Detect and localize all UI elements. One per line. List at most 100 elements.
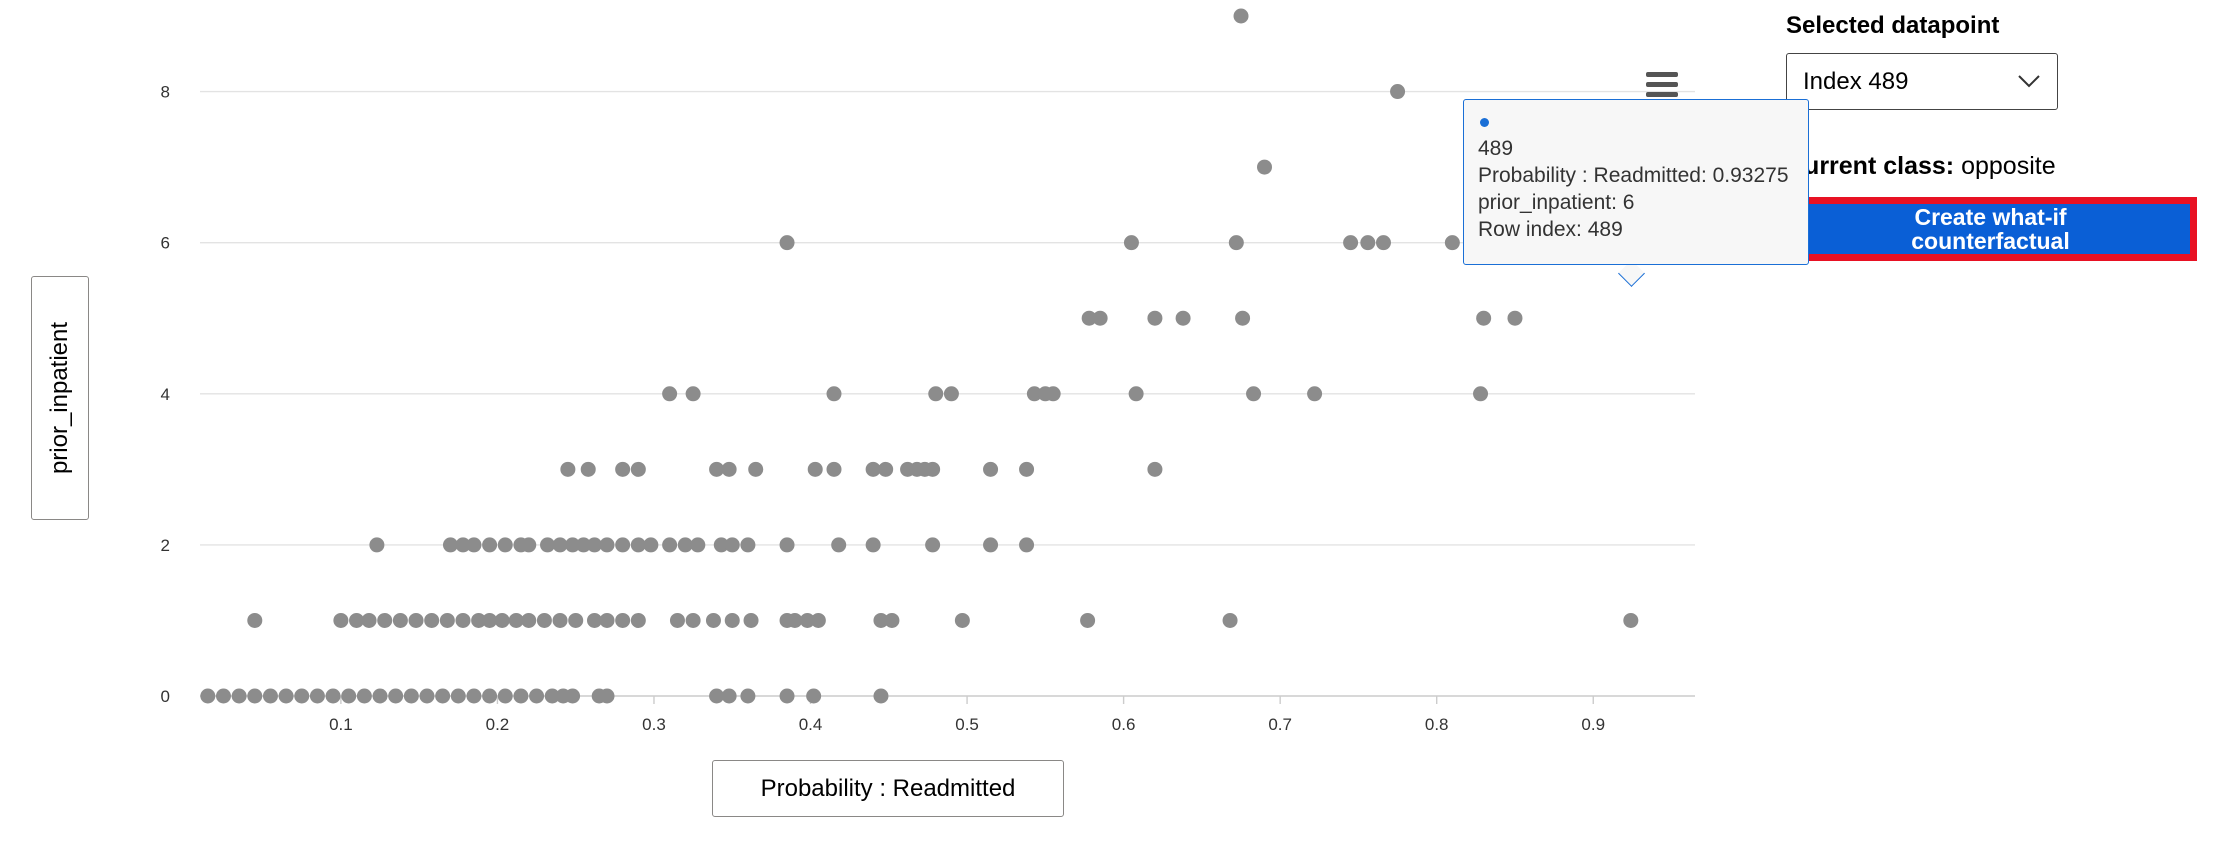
x-axis-selector-button[interactable]: Probability : Readmitted (712, 760, 1064, 817)
data-point (586, 537, 602, 553)
data-point (1257, 159, 1273, 175)
data-point (709, 688, 725, 704)
data-point (521, 612, 537, 628)
x-tick-label: 0.1 (329, 715, 353, 734)
data-point (779, 235, 795, 251)
data-point (349, 612, 365, 628)
tooltip-probability: Probability : Readmitted: 0.93275 (1478, 164, 1789, 187)
scatter-chart: 0 2 4 6 8 0.1 0.2 0.3 0.4 0.5 0.6 0.7 0.8 0.9 prior_… (31, 8, 1695, 817)
data-point (1473, 386, 1489, 402)
data-point (615, 612, 631, 628)
data-point (928, 386, 944, 402)
data-point (1128, 386, 1144, 402)
data-point (540, 537, 556, 553)
data-point (983, 461, 999, 477)
x-tick-label: 0.4 (799, 715, 823, 734)
data-point (529, 688, 545, 704)
series-marker-icon (1480, 118, 1489, 127)
data-point (873, 688, 889, 704)
data-point (599, 688, 615, 704)
data-point (884, 612, 900, 628)
data-point (1081, 310, 1097, 326)
data-point (630, 461, 646, 477)
selected-datapoint-label: Selected datapoint (1786, 12, 2000, 39)
data-point (748, 461, 764, 477)
data-point (576, 537, 592, 553)
data-point (599, 612, 615, 628)
data-point (705, 612, 721, 628)
data-point (482, 688, 498, 704)
data-point (1360, 235, 1376, 251)
data-point (1390, 84, 1406, 100)
data-point (586, 612, 602, 628)
data-point (925, 461, 941, 477)
data-point (552, 537, 568, 553)
x-tick-label: 0.6 (1112, 715, 1136, 734)
data-point (508, 612, 524, 628)
data-point (807, 461, 823, 477)
data-point (630, 537, 646, 553)
data-point (831, 537, 847, 553)
data-point (565, 537, 581, 553)
data-point (369, 537, 385, 553)
data-point (740, 688, 756, 704)
data-point (247, 688, 263, 704)
data-point (361, 612, 377, 628)
data-point (690, 537, 706, 553)
data-point (787, 612, 803, 628)
data-point (408, 612, 424, 628)
data-point (743, 612, 759, 628)
x-axis-label: Probability : Readmitted (760, 774, 1016, 802)
data-point (1045, 386, 1061, 402)
data-point (826, 386, 842, 402)
data-point (724, 537, 740, 553)
hamburger-menu-icon[interactable] (1646, 72, 1678, 98)
data-point (1092, 310, 1108, 326)
data-point (1147, 310, 1163, 326)
tooltip-row-index: Row index: 489 (1478, 218, 1623, 241)
data-point (925, 537, 941, 553)
data-point (1222, 612, 1238, 628)
y-tick-label: 2 (161, 536, 170, 555)
data-point (372, 688, 388, 704)
data-point (388, 688, 404, 704)
side-panel: Selected datapoint Index 489 Current cla… (1786, 0, 2227, 844)
tooltip-title: 489 (1478, 137, 1514, 160)
chart-canvas: 0 2 4 6 8 0.1 0.2 0.3 0.4 0.5 0.6 0.7 0.8 0.9 (161, 8, 1695, 734)
data-point (1228, 235, 1244, 251)
data-point (806, 688, 822, 704)
data-point (482, 612, 498, 628)
data-point (1026, 386, 1042, 402)
data-point (826, 461, 842, 477)
data-point (721, 461, 737, 477)
create-counterfactual-label: Create what-if counterfactual (1911, 204, 2070, 254)
data-point (497, 688, 513, 704)
data-point (565, 688, 581, 704)
data-point (333, 612, 349, 628)
datapoint-dropdown[interactable]: Index 489 (1786, 53, 2058, 110)
x-tick-label: 0.8 (1425, 715, 1449, 734)
data-point (1019, 537, 1035, 553)
data-point (419, 688, 435, 704)
data-point (215, 688, 231, 704)
data-point (983, 537, 999, 553)
data-point (1123, 235, 1139, 251)
data-point (466, 688, 482, 704)
y-tick-label: 4 (161, 385, 170, 404)
data-point (713, 537, 729, 553)
data-point (1233, 8, 1249, 24)
chevron-down-icon (2018, 75, 2040, 88)
data-point (709, 461, 725, 477)
data-point (799, 612, 815, 628)
create-counterfactual-button[interactable]: Create what-if counterfactual (1784, 197, 2197, 261)
data-point (1235, 310, 1251, 326)
y-tick-label: 8 (161, 83, 170, 102)
data-point (466, 537, 482, 553)
y-axis-selector-button[interactable]: prior_inpatient (31, 276, 89, 520)
data-point (536, 612, 552, 628)
x-tick-label: 0.7 (1268, 715, 1292, 734)
datapoint-dropdown-value: Index 489 (1803, 67, 1909, 95)
data-point (1375, 235, 1391, 251)
data-point (677, 537, 693, 553)
data-point (568, 612, 584, 628)
